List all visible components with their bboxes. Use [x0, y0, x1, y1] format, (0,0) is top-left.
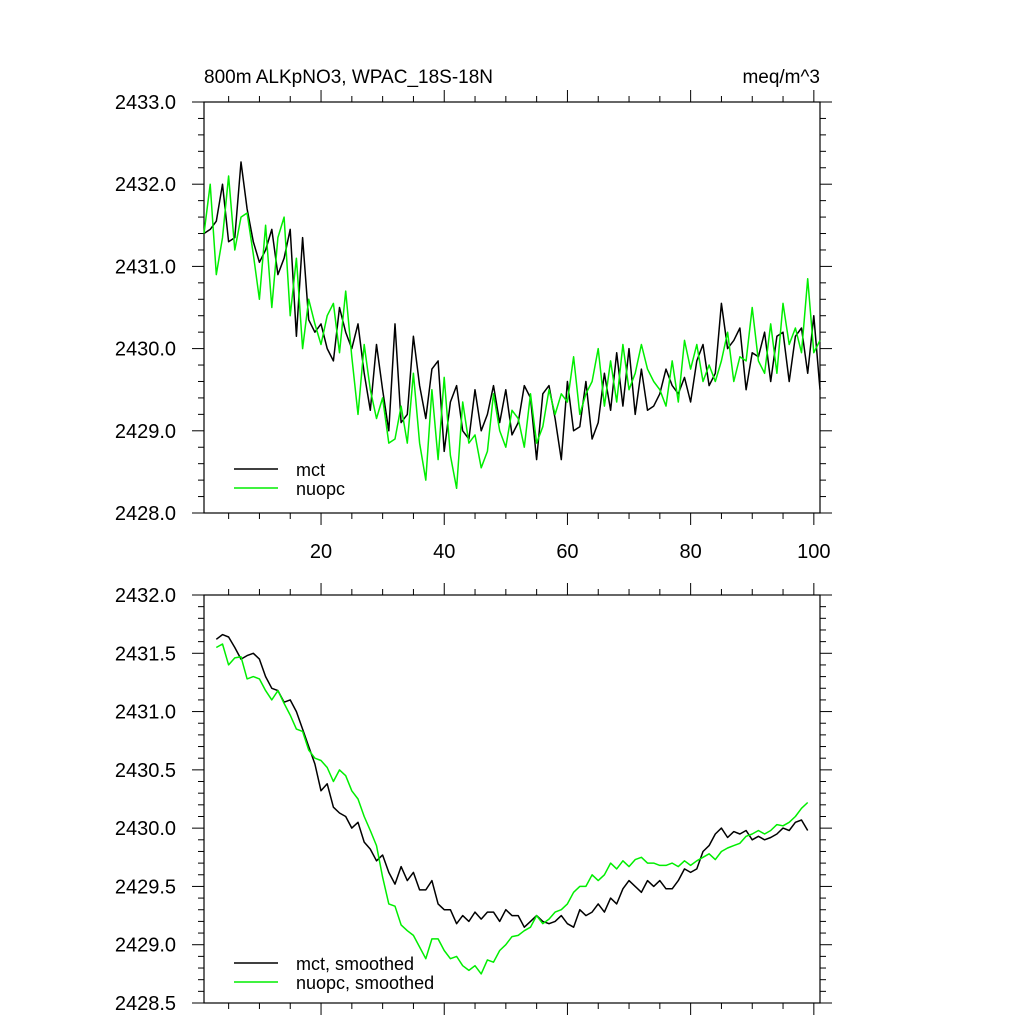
x-tick-label: 100: [797, 541, 830, 563]
plot-frame: [203, 101, 821, 514]
y-tick-label: 2432.0: [115, 585, 176, 607]
y-tick-label: 2431.5: [115, 643, 176, 665]
legend-label: nuopc, smoothed: [296, 973, 434, 993]
x-tick-label: 60: [556, 541, 578, 563]
y-tick-label: 2432.0: [115, 174, 176, 196]
plot-frame: [203, 594, 821, 1004]
chart-title: 800m ALKpNO3, WPAC_18S-18N: [204, 67, 493, 88]
series-line-mct: [203, 161, 821, 461]
series-line-nuopc-smoothed: [215, 643, 809, 975]
legend-label: mct, smoothed: [296, 954, 414, 974]
series-line-nuopc: [203, 175, 821, 490]
bottom-panel: 2428.5 2429.0 2429.5 2430.0 2430.5 2431.0 2431…: [115, 583, 832, 1015]
y-tick-label: 2429.0: [115, 421, 176, 443]
y-tick-label: 2431.0: [115, 702, 176, 724]
y-tick-label: 2428.0: [115, 503, 176, 525]
y-tick-label: 2430.5: [115, 760, 176, 782]
y-tick-label: 2430.0: [115, 339, 176, 361]
legend-label: nuopc: [296, 479, 345, 499]
legend-label: mct: [296, 460, 325, 480]
y-tick-label: 2431.0: [115, 256, 176, 278]
y-tick-label: 2428.5: [115, 993, 176, 1015]
top-panel: 20 40 60 80 100 2428.0 2429.0 2430.0 2431.0 2432.…: [115, 90, 832, 563]
y-tick-label: 2429.5: [115, 876, 176, 898]
chart-units: meq/m^3: [742, 67, 820, 88]
x-tick-label: 80: [680, 541, 702, 563]
y-tick-label: 2433.0: [115, 92, 176, 114]
series-line-mct-smoothed: [215, 633, 809, 928]
x-tick-label: 20: [310, 541, 332, 563]
x-tick-label: 40: [433, 541, 455, 563]
y-tick-label: 2429.0: [115, 935, 176, 957]
y-tick-label: 2430.0: [115, 818, 176, 840]
